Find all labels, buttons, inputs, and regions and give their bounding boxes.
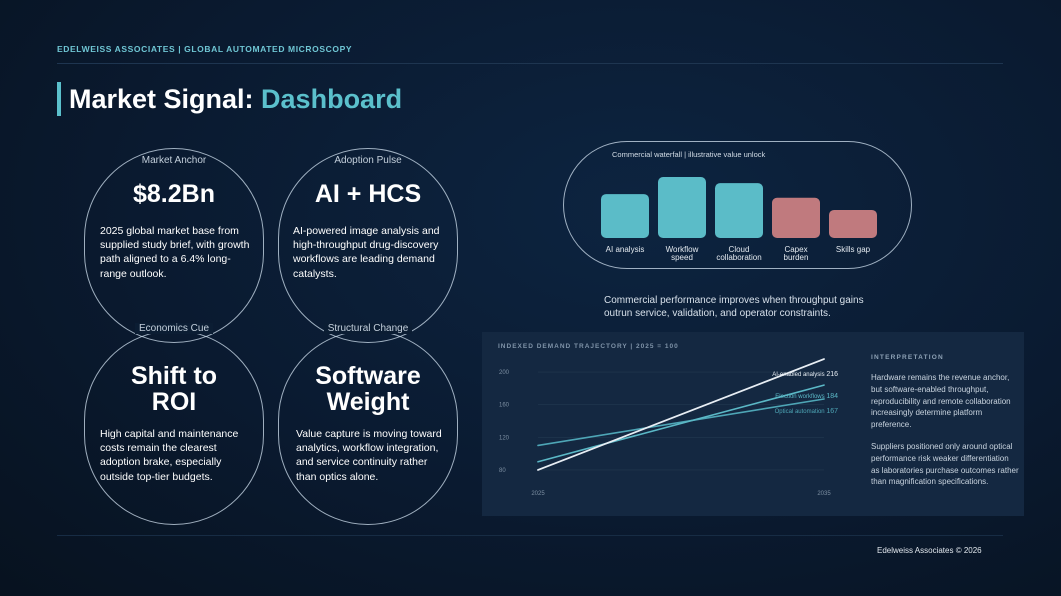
card-label-text: Economics Cue	[134, 323, 214, 334]
demand-trajectory-panel: 80 120 160 200 2025 2035 AI-enabled analysis 2…	[482, 332, 1024, 516]
top-divider	[57, 63, 1003, 64]
card-structural-change: Structural Change Software Weight Value …	[278, 323, 458, 525]
waterfall-bar	[601, 194, 649, 238]
waterfall-caption: Commercial performance improves when thr…	[604, 295, 864, 319]
waterfall-bar	[829, 209, 877, 238]
series-line	[537, 398, 825, 447]
y-tick-label: 160	[499, 403, 510, 409]
y-tick-label: 80	[499, 468, 506, 474]
title-accent-bar	[57, 82, 61, 116]
series-name: AI-enabled analysis	[772, 372, 826, 378]
card-value-line1: Software	[315, 362, 421, 390]
bottom-divider	[57, 535, 1003, 536]
interpretation-paragraph-2: Suppliers positioned only around optical…	[871, 442, 1019, 487]
series-end-label: AI-enabled analysis 216	[772, 371, 838, 378]
card-label: Economics Cue	[85, 323, 263, 334]
series-end-value: 184	[826, 393, 838, 400]
series-line	[537, 358, 825, 471]
waterfall-title: Commercial waterfall | illustrative valu…	[612, 150, 766, 159]
card-label: Structural Change	[279, 323, 457, 334]
y-tick-label: 120	[499, 435, 510, 441]
line-chart-title: INDEXED DEMAND TRAJECTORY | 2025 = 100	[498, 343, 679, 350]
waterfall-category-label: Capex	[784, 245, 807, 254]
card-body: AI-powered image analysis and high-throu…	[293, 225, 440, 280]
card-value: $8.2Bn	[133, 180, 215, 208]
series-line	[537, 384, 825, 463]
card-body: 2025 global market base from supplied st…	[100, 225, 250, 280]
waterfall-frame	[563, 141, 912, 269]
card-value-line2: ROI	[151, 388, 197, 416]
card-label-text: Structural Change	[323, 323, 413, 334]
waterfall-category-label: collaboration	[716, 253, 761, 262]
card-market-anchor: Market Anchor $8.2Bn 2025 global market …	[84, 148, 264, 343]
card-label: Adoption Pulse	[334, 155, 402, 166]
waterfall-category-label: AI analysis	[606, 245, 645, 254]
waterfall-category-label: Workflow	[666, 245, 699, 254]
x-tick-label: 2035	[817, 491, 831, 497]
card-economics-cue: Economics Cue Shift to ROI High capital …	[84, 323, 264, 525]
report-topline: EDELWEISS ASSOCIATES | GLOBAL AUTOMATED …	[57, 44, 353, 54]
footer-copyright: Edelweiss Associates © 2026	[877, 546, 982, 555]
card-value-line2: Weight	[326, 388, 410, 416]
interpretation-paragraph-1: Hardware remains the revenue anchor, but…	[871, 373, 1011, 430]
series-name: Election workflows	[775, 394, 826, 400]
y-tick-label: 200	[499, 370, 510, 376]
series-end-label: Election workflows 184	[775, 393, 838, 400]
waterfall-category-label: burden	[784, 253, 809, 262]
page-title: Market Signal: Dashboard	[69, 84, 402, 115]
waterfall-category-label: Skills gap	[836, 245, 871, 254]
series-end-value: 216	[826, 371, 838, 378]
card-body: High capital and maintenance costs remai…	[100, 428, 239, 483]
title-accent: Dashboard	[261, 84, 403, 114]
card-body: Value capture is moving toward analytics…	[296, 428, 442, 483]
waterfall-bar	[658, 177, 706, 238]
waterfall-bar	[715, 183, 763, 238]
card-value-line1: Shift to	[130, 362, 218, 390]
series-end-value: 167	[826, 408, 838, 415]
series-end-label: Optical automation 167	[775, 408, 838, 415]
x-tick-label: 2025	[531, 491, 545, 497]
waterfall-category-label: Cloud	[729, 245, 750, 254]
series-name: Optical automation	[775, 409, 827, 415]
waterfall-bar	[772, 197, 820, 238]
title-main: Market Signal:	[69, 84, 262, 114]
card-label: Market Anchor	[141, 155, 207, 166]
waterfall-category-label: speed	[671, 253, 693, 262]
card-value: AI + HCS	[314, 180, 422, 208]
card-adoption-pulse: Adoption Pulse AI + HCS AI-powered image…	[278, 148, 458, 343]
line-chart: 80 120 160 200 2025 2035 AI-enabled analysis 2…	[499, 358, 838, 497]
interpretation-title: INTERPRETATION	[871, 354, 944, 361]
